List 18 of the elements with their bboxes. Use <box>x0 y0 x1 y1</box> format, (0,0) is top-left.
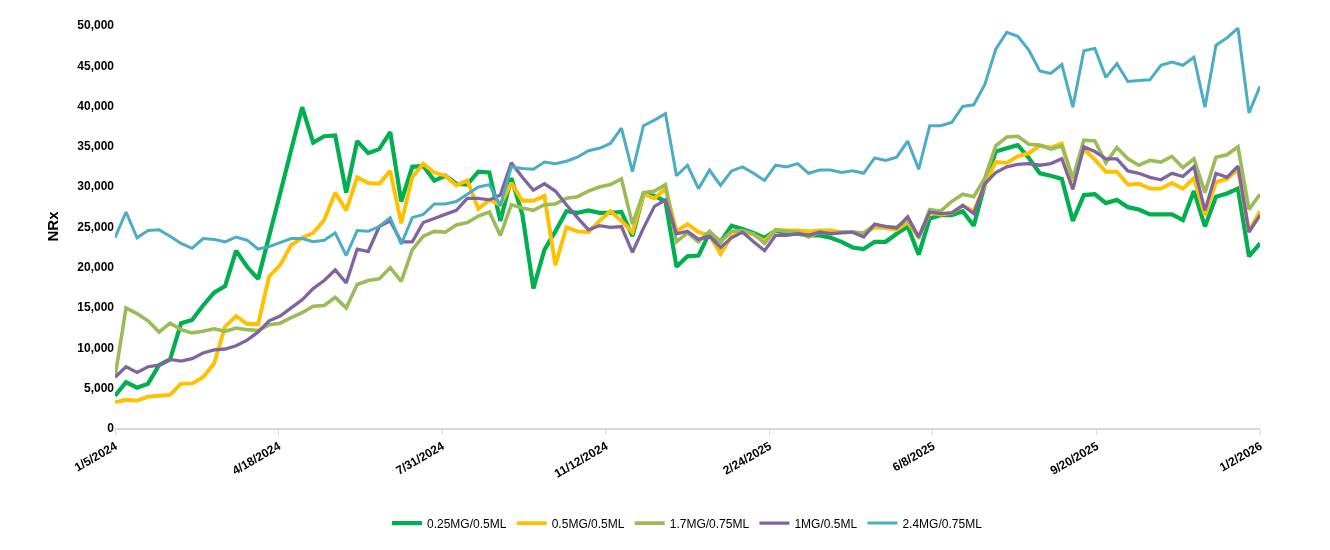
y-tick-label: 30,000 <box>77 179 115 194</box>
y-tick-label: 35,000 <box>77 139 115 154</box>
legend-label: 0.25MG/0.5ML <box>427 516 507 531</box>
y-tick-label: 0 <box>107 421 115 436</box>
y-tick-label: 20,000 <box>77 260 115 274</box>
y-tick-label: 5,000 <box>83 380 115 395</box>
line-series <box>115 26 1260 258</box>
y-tick-label: 50,000 <box>77 18 115 33</box>
y-tick-label: 15,000 <box>77 300 115 315</box>
y-tick-label: 25,000 <box>77 219 115 234</box>
legend-label: 1MG/0.5ML <box>794 516 858 531</box>
legend-label: 0.5MG/0.5ML <box>551 516 625 531</box>
y-tick-label: 40,000 <box>77 98 115 113</box>
y-tick-label: 10,000 <box>77 340 115 355</box>
legend-label: 1.7MG/0.75ML <box>669 516 750 531</box>
y-tick-label: 45,000 <box>77 58 115 73</box>
y-axis-title: NRx <box>43 210 61 242</box>
legend-label: 2.4MG/0.75ML <box>902 516 983 531</box>
